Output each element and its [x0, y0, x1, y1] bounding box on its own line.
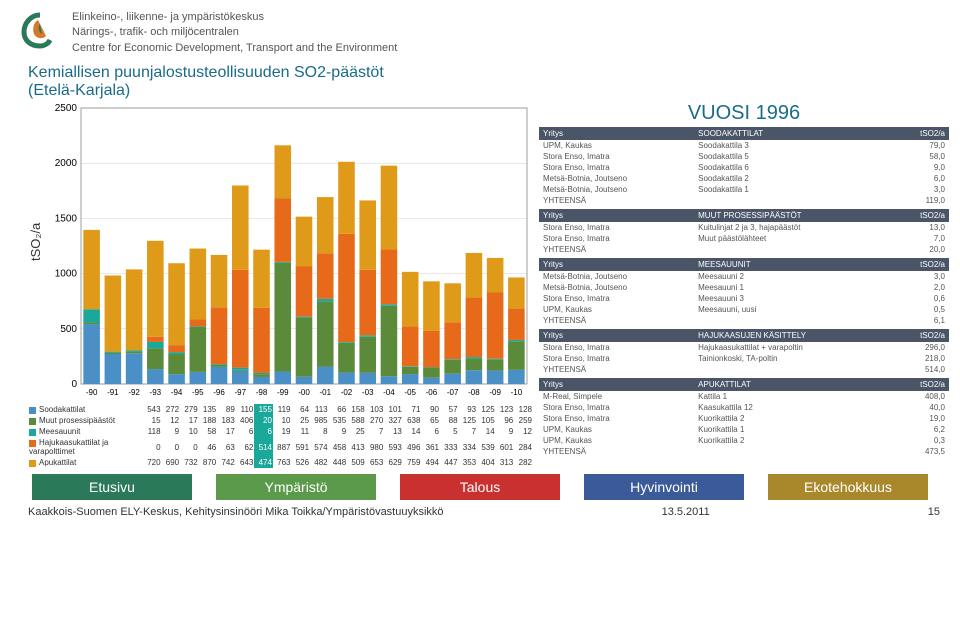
svg-text:2000: 2000	[55, 158, 78, 169]
side-table: YritysSOODAKATTILATtSO2/aUPM, KaukasSood…	[539, 127, 949, 206]
year-heading: VUOSI 1996	[539, 102, 949, 125]
header: Elinkeino-, liikenne- ja ympäristökeskus…	[0, 0, 960, 60]
side-table-row: Stora Enso, ImatraSoodakattila 558,0	[539, 151, 949, 162]
svg-text:-97: -97	[235, 388, 247, 397]
nav-ekotehokkuus[interactable]: Ekotehokkuus	[768, 474, 928, 500]
svg-text:-99: -99	[277, 388, 289, 397]
title-line2: (Etelä-Karjala)	[28, 82, 940, 100]
svg-text:-09: -09	[489, 388, 501, 397]
side-table: YritysHAJUKAASUJEN KÄSITTELYtSO2/aStora …	[539, 329, 949, 375]
logo	[20, 10, 60, 50]
side-table-row: Stora Enso, ImatraMuut päästölähteet7,0	[539, 233, 949, 244]
chart-data-table: Soodakattilat543272279135891101551196411…	[28, 404, 533, 468]
side-table-row: UPM, KaukasKuorikattila 20,3	[539, 435, 949, 446]
nav-talous[interactable]: Talous	[400, 474, 560, 500]
footer: Kaakkois-Suomen ELY-Keskus, Kehitysinsin…	[0, 502, 960, 518]
side-table-row: Stora Enso, ImatraKuorikattila 219,0	[539, 413, 949, 424]
side-table-row: YHTEENSÄ6,1	[539, 315, 949, 326]
side-table-row: Metsä-Botnia, JoutsenoMeesauuni 23,0	[539, 271, 949, 282]
data-row: Apukattilat72069073287074264347476352648…	[28, 457, 533, 468]
footer-page: 15	[928, 506, 940, 518]
footer-left: Kaakkois-Suomen ELY-Keskus, Kehitysinsin…	[28, 506, 444, 518]
side-table-row: Metsä-Botnia, JoutsenoSoodakattila 13,0	[539, 184, 949, 195]
data-row: Muut prosessipäästöt15121718818340620102…	[28, 415, 533, 426]
side-table-row: YHTEENSÄ514,0	[539, 364, 949, 375]
svg-text:-98: -98	[256, 388, 268, 397]
side-table-row: UPM, KaukasSoodakattila 379,0	[539, 140, 949, 151]
svg-text:-94: -94	[171, 388, 183, 397]
svg-text:-03: -03	[362, 388, 374, 397]
svg-text:-04: -04	[383, 388, 395, 397]
svg-text:-07: -07	[447, 388, 459, 397]
side-table-row: Stora Enso, ImatraMeesauuni 30,6	[539, 293, 949, 304]
side-table-row: Stora Enso, ImatraKaasukattila 1240,0	[539, 402, 949, 413]
title-line1: Kemiallisen puunjalostusteollisuuden SO2…	[28, 64, 940, 82]
svg-text:-10: -10	[511, 388, 523, 397]
side-table-row: Metsä-Botnia, JoutsenoMeesauuni 12,0	[539, 282, 949, 293]
side-table-row: UPM, KaukasMeesauuni, uusi0,5	[539, 304, 949, 315]
hdr-line3: Centre for Economic Development, Transpo…	[72, 41, 397, 56]
y-axis-label: tSO₂/a	[28, 102, 43, 382]
side-table: YritysMUUT PROSESSIPÄÄSTÖTtSO2/aStora En…	[539, 209, 949, 255]
svg-text:-91: -91	[107, 388, 119, 397]
hdr-line2: Närings-, trafik- och miljöcentralen	[72, 25, 397, 40]
side-table-header: YritysHAJUKAASUJEN KÄSITTELYtSO2/a	[539, 329, 949, 342]
svg-text:-01: -01	[319, 388, 331, 397]
side-table-row: M-Real, SimpeleKattila 1408,0	[539, 391, 949, 402]
svg-text:500: 500	[60, 324, 77, 335]
svg-text:-93: -93	[150, 388, 162, 397]
side-table: YritysAPUKATTILATtSO2/aM-Real, SimpeleKa…	[539, 378, 949, 457]
side-table-row: UPM, KaukasKuorikattila 16,2	[539, 424, 949, 435]
side-table-row: YHTEENSÄ20,0	[539, 244, 949, 255]
side-table-header: YritysMEESAUUNITtSO2/a	[539, 258, 949, 271]
svg-text:-92: -92	[128, 388, 140, 397]
svg-text:-06: -06	[426, 388, 438, 397]
nav-buttons: Etusivu Ympäristö Talous Hyvinvointi Eko…	[0, 468, 960, 502]
svg-text:-00: -00	[298, 388, 310, 397]
page-title: Kemiallisen puunjalostusteollisuuden SO2…	[0, 60, 960, 102]
svg-text:-02: -02	[341, 388, 353, 397]
nav-hyvinvointi[interactable]: Hyvinvointi	[584, 474, 744, 500]
svg-text:-90: -90	[86, 388, 98, 397]
side-table-row: Metsä-Botnia, JoutsenoSoodakattila 26,0	[539, 173, 949, 184]
footer-date: 13.5.2011	[662, 506, 710, 518]
side-table-row: YHTEENSÄ119,0	[539, 195, 949, 206]
data-row: Hajukaasukattilat ja varapolttimet000466…	[28, 437, 533, 457]
side-table-row: Stora Enso, ImatraTainionkoski, TA-polti…	[539, 353, 949, 364]
side-table-header: YritysMUUT PROSESSIPÄÄSTÖTtSO2/a	[539, 209, 949, 222]
svg-text:2500: 2500	[55, 103, 78, 114]
side-table-row: Stora Enso, ImatraHajukaasukattilat + va…	[539, 342, 949, 353]
nav-ymparisto[interactable]: Ympäristö	[216, 474, 376, 500]
svg-text:0: 0	[71, 379, 77, 390]
svg-text:-95: -95	[192, 388, 204, 397]
data-row: Soodakattilat543272279135891101551196411…	[28, 404, 533, 415]
svg-text:-96: -96	[213, 388, 225, 397]
side-table-row: Stora Enso, ImatraSoodakattila 69,0	[539, 162, 949, 173]
stacked-bar-chart: 0 500 1000 1500 2000 2500 -90 -91 -92 -93 -94 -95 -9…	[45, 102, 533, 402]
side-table: YritysMEESAUUNITtSO2/aMetsä-Botnia, Jout…	[539, 258, 949, 326]
data-row: Meesauunit118910581766191189257131465714…	[28, 426, 533, 437]
header-text: Elinkeino-, liikenne- ja ympäristökeskus…	[72, 10, 397, 56]
hdr-line1: Elinkeino-, liikenne- ja ympäristökeskus	[72, 10, 397, 25]
svg-text:1500: 1500	[55, 214, 78, 225]
nav-etusivu[interactable]: Etusivu	[32, 474, 192, 500]
svg-text:-05: -05	[404, 388, 416, 397]
svg-text:-08: -08	[468, 388, 480, 397]
side-table-row: YHTEENSÄ473,5	[539, 446, 949, 457]
side-table-row: Stora Enso, ImatraKuitulinjat 2 ja 3, ha…	[539, 222, 949, 233]
side-table-header: YritysSOODAKATTILATtSO2/a	[539, 127, 949, 140]
svg-text:1000: 1000	[55, 269, 78, 280]
side-table-header: YritysAPUKATTILATtSO2/a	[539, 378, 949, 391]
